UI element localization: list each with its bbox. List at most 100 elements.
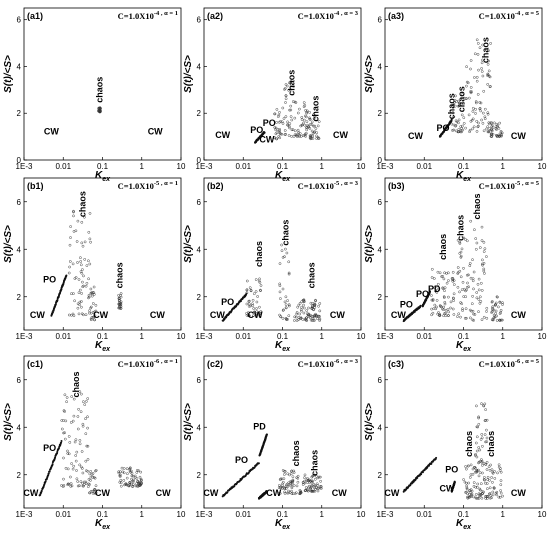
x-tick-label: 1	[140, 510, 145, 519]
scatter-point	[444, 308, 448, 312]
scatter-point	[491, 318, 495, 322]
scatter-point	[456, 285, 460, 289]
scatter-point	[315, 134, 318, 138]
scatter-point	[296, 128, 300, 132]
scatter-point	[80, 292, 83, 295]
x-tick-label: 0.1	[97, 162, 109, 171]
scatter-point	[86, 397, 90, 400]
curve-point	[43, 483, 46, 486]
scatter-point	[70, 484, 74, 488]
scatter-point	[76, 480, 80, 483]
scatter-point	[77, 407, 80, 411]
scatter-point	[246, 311, 250, 314]
curve-point	[40, 491, 43, 494]
scatter-point	[122, 467, 126, 470]
scatter-point	[482, 490, 485, 494]
scatter-point	[67, 435, 71, 438]
scatter-point	[281, 487, 284, 490]
panel-c1: 1E-3 0.01 0.1 1 10 2 4 6 Kex S(t)/<S> (c1) C=1.0X10…	[3, 355, 186, 531]
x-tick-label: 10	[357, 332, 366, 341]
scatter-point	[481, 111, 485, 115]
scatter-point	[501, 303, 504, 306]
scatter-point	[443, 289, 446, 293]
x-tick-label: 0.01	[235, 162, 251, 171]
scatter-point	[258, 305, 261, 309]
scatter-point	[447, 295, 450, 299]
x-tick-label: 0.01	[416, 510, 432, 519]
curve-point	[60, 440, 63, 442]
y-axis-label: S(t)/<S>	[364, 403, 375, 441]
scatter-point	[280, 243, 283, 247]
scatter-point	[309, 313, 312, 317]
x-axis-label: Kex	[275, 518, 291, 531]
x-tick-label: 10	[177, 510, 186, 519]
scatter-point	[71, 467, 75, 471]
scatter-point	[119, 300, 123, 304]
scatter-point	[498, 319, 502, 322]
scatter-point	[435, 299, 439, 302]
y-tick-label: 4	[17, 423, 22, 432]
scatter-point	[69, 482, 73, 485]
x-tick-label: 10	[177, 332, 186, 341]
scatter-point	[316, 135, 320, 139]
annotation-chaos: chaos	[78, 191, 88, 217]
scatter-point	[76, 219, 80, 223]
scatter-point	[122, 471, 126, 475]
scatter-point	[81, 285, 85, 289]
scatter-point	[98, 110, 102, 114]
x-tick-label: 0.1	[458, 510, 470, 519]
scatter-point	[488, 486, 492, 490]
x-tick-label: 1E-3	[377, 162, 394, 171]
scatter-point	[70, 292, 73, 296]
scatter-point	[119, 481, 123, 485]
scatter-point	[494, 301, 498, 305]
scatter-point	[485, 316, 489, 320]
scatter-point	[78, 288, 82, 292]
scatter-point	[82, 274, 85, 278]
scatter-point	[492, 316, 496, 320]
scatter-point	[480, 289, 484, 292]
scatter-point	[483, 117, 487, 121]
scatter-point	[451, 278, 455, 282]
scatter-point	[471, 106, 475, 110]
x-tick-label: 1	[140, 162, 145, 171]
scatter-point	[288, 81, 291, 85]
scatter-point	[496, 471, 499, 475]
annotation-chaos: chaos	[456, 215, 466, 241]
y-axis-label: S(t)/<S>	[183, 403, 194, 441]
scatter-point	[317, 120, 321, 123]
scatter-point	[478, 448, 482, 452]
annotation-po: PO	[445, 464, 458, 474]
scatter-point	[478, 471, 482, 474]
curve-point	[51, 311, 54, 314]
scatter-point	[254, 314, 258, 318]
scatter-point	[467, 273, 470, 277]
scatter-point	[444, 311, 447, 315]
scatter-point	[456, 238, 460, 242]
scatter-point	[296, 480, 300, 484]
scatter-point	[489, 42, 492, 45]
scatter-point	[289, 115, 293, 118]
scatter-point	[258, 281, 262, 284]
scatter-point	[298, 312, 302, 316]
annotation-chaos: chaos	[486, 431, 496, 457]
scatter-point	[72, 414, 76, 418]
scatter-point	[485, 468, 489, 471]
scatter-point	[498, 300, 502, 304]
scatter-point	[130, 474, 134, 478]
scatter-point	[117, 297, 121, 301]
scatter-point	[254, 312, 258, 316]
scatter-point	[468, 262, 472, 265]
scatter-point	[486, 72, 490, 76]
scatter-point	[452, 313, 456, 316]
scatter-point	[82, 483, 86, 486]
scatter-point	[469, 473, 473, 476]
scatter-point	[480, 61, 484, 65]
scatter-point	[85, 444, 89, 448]
y-tick-label: 2	[17, 293, 22, 302]
scatter-point	[254, 278, 258, 281]
scatter-point	[309, 301, 313, 305]
scatter-point	[482, 250, 486, 253]
scatter-point	[452, 292, 456, 296]
scatter-point	[131, 484, 135, 488]
